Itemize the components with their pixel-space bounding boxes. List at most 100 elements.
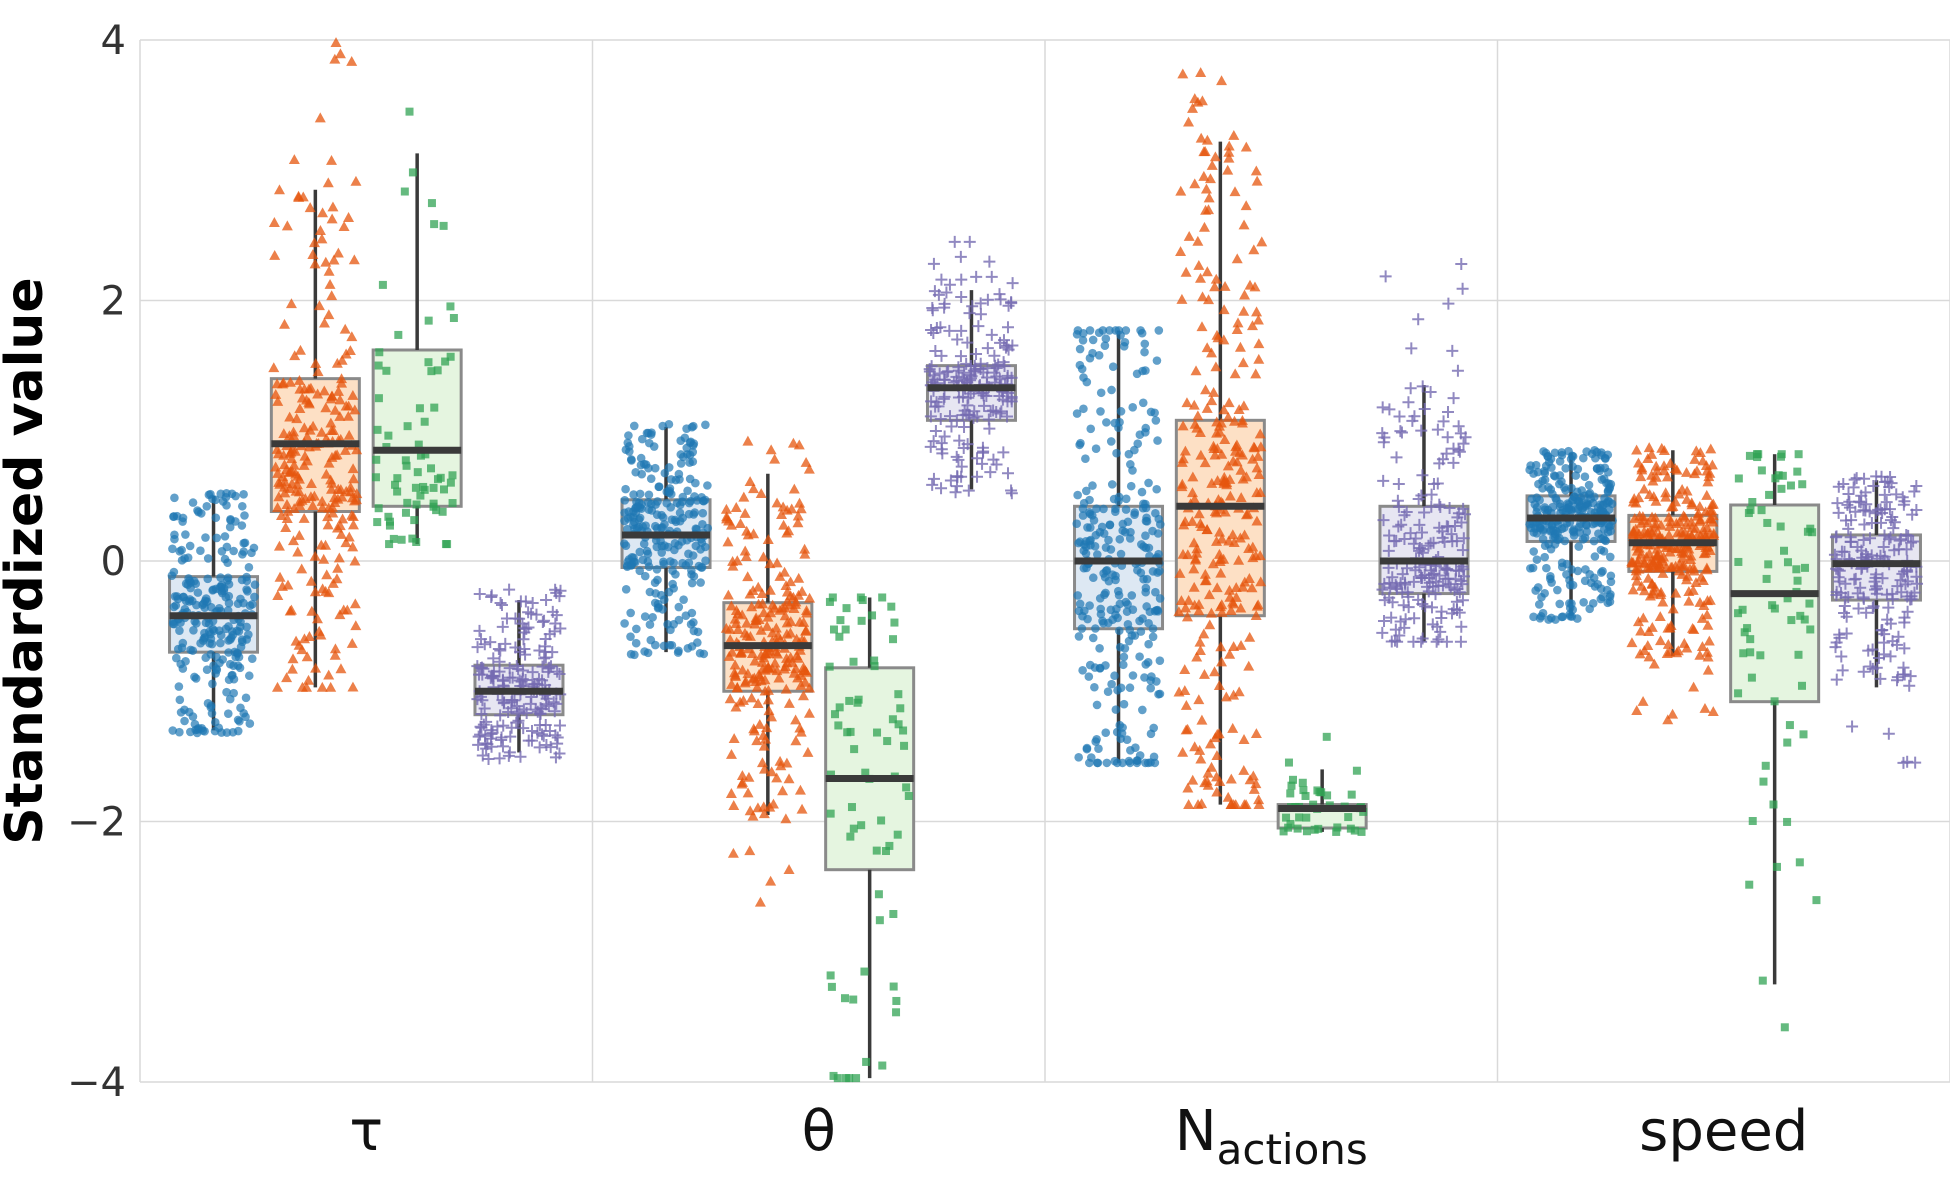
point-s3-c2-125 xyxy=(1415,570,1428,583)
point-s1-c3-253 xyxy=(1704,528,1716,539)
point-s2-c0-29 xyxy=(449,314,458,323)
point-s0-c1-174 xyxy=(689,571,699,581)
point-s2-c1-32 xyxy=(892,1008,901,1017)
point-s1-c2-112 xyxy=(1183,595,1195,605)
point-s3-c2-193 xyxy=(1437,415,1450,428)
point-s3-c1-188 xyxy=(1006,277,1019,290)
point-s3-c2-175 xyxy=(1425,564,1438,577)
point-s0-c3-263 xyxy=(1557,450,1567,460)
point-s3-c1-160 xyxy=(952,361,965,374)
point-s1-c2-206 xyxy=(1218,475,1230,486)
point-s3-c2-178 xyxy=(1418,403,1431,416)
point-s1-c2-92 xyxy=(1237,581,1249,592)
point-s0-c1-239 xyxy=(620,496,630,505)
point-s1-c2-270 xyxy=(1242,508,1254,519)
point-s3-c0-186 xyxy=(471,693,484,706)
point-s1-c0-127 xyxy=(303,674,315,685)
x-category-label-3: speed xyxy=(1639,1099,1808,1164)
point-s3-c3-183 xyxy=(1888,516,1901,529)
point-s1-c1-61 xyxy=(739,677,751,688)
point-s1-c3-213 xyxy=(1681,467,1693,477)
point-s1-c1-45 xyxy=(767,599,779,610)
point-s3-c1-35 xyxy=(985,270,998,283)
point-s1-c0-231 xyxy=(293,191,305,202)
point-s0-c1-162 xyxy=(635,547,645,557)
point-s2-c1-35 xyxy=(877,816,886,825)
point-s1-c3-220 xyxy=(1707,498,1719,509)
point-s2-c1-44 xyxy=(833,1074,842,1083)
point-s1-c1-219 xyxy=(801,605,813,616)
point-s0-c2-203 xyxy=(1090,682,1099,692)
point-s1-c3-174 xyxy=(1694,515,1706,526)
point-s0-c1-208 xyxy=(684,498,694,508)
point-s3-c1-116 xyxy=(926,304,939,317)
point-s0-c1-246 xyxy=(656,536,665,546)
point-s1-c2-264 xyxy=(1223,397,1235,408)
point-s0-c3-226 xyxy=(1596,594,1606,604)
point-s1-c1-24 xyxy=(749,655,761,666)
point-s1-c1-176 xyxy=(792,517,804,528)
point-s3-c0-174 xyxy=(548,705,561,718)
point-s1-c3-173 xyxy=(1701,609,1713,620)
point-s0-c0-141 xyxy=(240,511,249,520)
point-s1-c1-127 xyxy=(765,875,777,886)
point-s0-c2-65 xyxy=(1144,639,1153,649)
point-s3-c1-98 xyxy=(954,250,967,263)
point-s0-c2-198 xyxy=(1111,504,1120,514)
point-s1-c3-24 xyxy=(1632,616,1644,627)
point-s3-c1-136 xyxy=(950,450,963,463)
point-s3-c1-148 xyxy=(955,273,968,286)
point-s0-c0-144 xyxy=(201,533,210,542)
point-s2-c2-30 xyxy=(1310,825,1319,834)
point-s3-c2-194 xyxy=(1412,593,1425,606)
point-s0-c2-180 xyxy=(1072,519,1082,529)
point-s1-c0-40 xyxy=(281,220,293,231)
point-s2-c3-6 xyxy=(1776,522,1785,531)
point-s3-c0-90 xyxy=(492,643,505,656)
point-s1-c2-176 xyxy=(1237,357,1249,368)
point-s0-c0-201 xyxy=(222,500,231,510)
point-s1-c0-139 xyxy=(322,519,334,530)
point-s3-c0-108 xyxy=(516,664,529,677)
point-s2-c1-55 xyxy=(870,656,879,665)
point-s0-c2-246 xyxy=(1123,619,1133,629)
point-s3-c3-22 xyxy=(1858,518,1871,531)
point-s0-c2-250 xyxy=(1152,677,1161,686)
point-s1-c0-258 xyxy=(294,403,306,414)
point-s1-c0-97 xyxy=(287,653,299,664)
point-s3-c3-188 xyxy=(1877,540,1890,553)
point-s0-c1-251 xyxy=(692,496,702,505)
point-s2-c2-14 xyxy=(1352,766,1361,775)
point-s2-c2-16 xyxy=(1347,790,1356,799)
point-s0-c3-267 xyxy=(1541,461,1551,471)
point-s2-c1-68 xyxy=(842,604,851,613)
point-s0-c2-225 xyxy=(1126,527,1135,537)
point-s1-c2-172 xyxy=(1202,204,1214,215)
point-s2-c0-64 xyxy=(432,506,441,515)
point-s2-c1-60 xyxy=(827,982,836,991)
point-s3-c2-59 xyxy=(1453,586,1466,599)
point-s1-c3-46 xyxy=(1635,471,1647,482)
point-s3-c1-153 xyxy=(966,300,979,313)
point-s3-c3-176 xyxy=(1828,548,1841,561)
point-s0-c2-112 xyxy=(1103,687,1113,697)
point-s1-c3-227 xyxy=(1649,512,1661,523)
point-s0-c2-220 xyxy=(1146,407,1156,417)
point-s1-c3-36 xyxy=(1631,444,1643,455)
point-s3-c3-135 xyxy=(1829,531,1842,544)
point-s3-c0-175 xyxy=(493,752,506,765)
point-s3-c3-118 xyxy=(1852,602,1865,615)
point-s1-c2-273 xyxy=(1254,486,1266,497)
point-s1-c3-273 xyxy=(1689,453,1701,464)
point-s3-c3-99 xyxy=(1864,660,1877,673)
point-s0-c0-254 xyxy=(209,626,219,636)
point-s1-c0-110 xyxy=(313,300,325,311)
point-s1-c0-175 xyxy=(285,466,297,477)
point-s0-c2-137 xyxy=(1152,356,1162,365)
point-s0-c2-245 xyxy=(1154,549,1163,559)
point-s1-c3-276 xyxy=(1681,642,1693,653)
point-s3-c2-161 xyxy=(1389,623,1402,636)
point-s3-c0-144 xyxy=(493,655,506,668)
point-s1-c2-37 xyxy=(1233,554,1245,565)
